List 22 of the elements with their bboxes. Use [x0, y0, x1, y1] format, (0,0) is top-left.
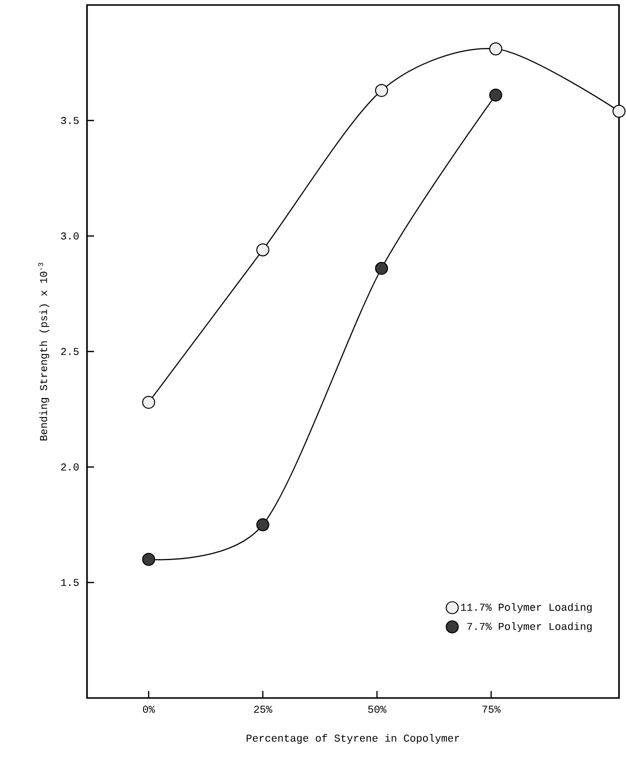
- point: [375, 262, 388, 275]
- x-tick-label: 75%: [482, 706, 501, 713]
- point: [256, 518, 270, 532]
- x-tick-label: 0%: [142, 706, 155, 713]
- x-axis-title: Percentage of Styrene in Copolymer: [246, 734, 460, 744]
- point: [256, 243, 270, 256]
- y-tick-label: 2.5: [61, 348, 79, 356]
- legend-label: 11.7% Polymer Loading: [460, 603, 592, 613]
- y-tick-label: 1.5: [61, 578, 79, 586]
- point: [612, 104, 626, 118]
- point: [142, 396, 156, 409]
- x-tick-label: 25%: [254, 706, 272, 713]
- point: [489, 42, 502, 56]
- y-tick-label: 3.0: [61, 232, 79, 240]
- y-tick-label: 3.5: [61, 116, 79, 124]
- y-axis-title: Bending Strength (psi) x 10$^{-3}$: [38, 262, 50, 440]
- point: [375, 84, 388, 97]
- y-tick-label: 2.0: [61, 463, 79, 471]
- point: [142, 552, 156, 566]
- legend-label: 7.7% Polymer Loading: [467, 622, 592, 632]
- x-tick-label: 50%: [368, 706, 386, 713]
- point: [489, 88, 502, 102]
